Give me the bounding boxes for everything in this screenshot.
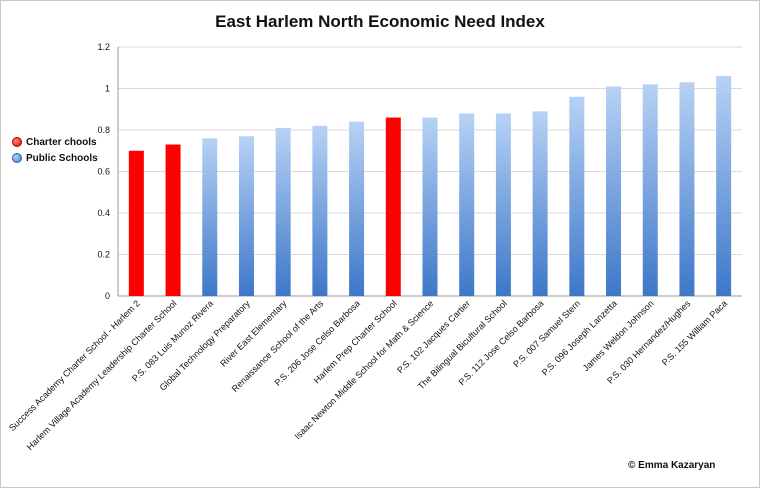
bar-public <box>642 84 658 296</box>
bar-public <box>275 127 291 296</box>
x-category-label: P.S. 007 Samuel Stern <box>511 298 582 369</box>
y-tick-label: 0.8 <box>97 125 110 135</box>
y-tick-label: 0 <box>105 291 110 301</box>
legend-label-charter: Charter chools <box>26 136 97 148</box>
bar-public <box>312 125 328 296</box>
bar-public <box>606 86 622 296</box>
y-tick-label: 1.2 <box>97 42 110 52</box>
legend-label-public: Public Schools <box>26 152 98 164</box>
x-category-label: P.S. 096 Joseph Lanzetta <box>540 298 619 377</box>
bar-public <box>569 96 585 296</box>
bar-public <box>422 117 438 296</box>
x-category-label: P.S. 155 William Paca <box>660 298 729 367</box>
y-tick-label: 1 <box>105 84 110 94</box>
bar-public <box>459 113 475 297</box>
y-tick-label: 0.6 <box>97 167 110 177</box>
x-category-label: River East Elementary <box>218 298 289 369</box>
bar-charter <box>385 117 401 296</box>
x-category-label: P.S. 102 Jacques Cartier <box>395 298 472 375</box>
x-category-label: Success Academy Charter School - Harlem … <box>7 298 142 433</box>
legend-swatch-public <box>12 153 22 163</box>
legend-item-charter: Charter chools <box>12 134 98 150</box>
bar-public <box>238 136 254 296</box>
bar-public <box>532 111 548 296</box>
bar-public <box>495 113 511 297</box>
bar-public <box>716 76 732 296</box>
x-category-label: James Weldon Johnson <box>581 298 656 373</box>
credit-text: © Emma Kazaryan <box>628 460 716 471</box>
x-category-label: Harlem Village Academy Leadership Charte… <box>25 298 179 452</box>
bar-public <box>679 82 695 297</box>
chart-title: East Harlem North Economic Need Index <box>215 12 545 31</box>
y-tick-label: 0.2 <box>97 250 110 260</box>
bar-public <box>202 138 218 296</box>
bar-charter <box>165 144 181 296</box>
y-tick-label: 0.4 <box>97 208 110 218</box>
bar-public <box>349 121 365 296</box>
x-category-label: Isaac Newton Middle School for Math & Sc… <box>293 298 436 441</box>
bar-charter <box>128 150 144 296</box>
legend-swatch-charter <box>12 137 22 147</box>
legend: Charter chools Public Schools <box>12 134 98 166</box>
legend-item-public: Public Schools <box>12 150 98 166</box>
